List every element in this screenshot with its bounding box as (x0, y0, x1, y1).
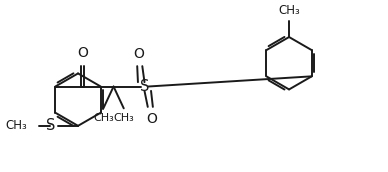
Text: S: S (46, 118, 55, 133)
Text: CH₃: CH₃ (278, 4, 300, 17)
Text: O: O (77, 46, 88, 60)
Text: S: S (140, 79, 149, 94)
Text: O: O (146, 112, 157, 126)
Text: CH₃: CH₃ (93, 113, 114, 123)
Text: CH₃: CH₃ (113, 113, 134, 123)
Text: CH₃: CH₃ (5, 119, 27, 132)
Text: O: O (133, 47, 144, 61)
